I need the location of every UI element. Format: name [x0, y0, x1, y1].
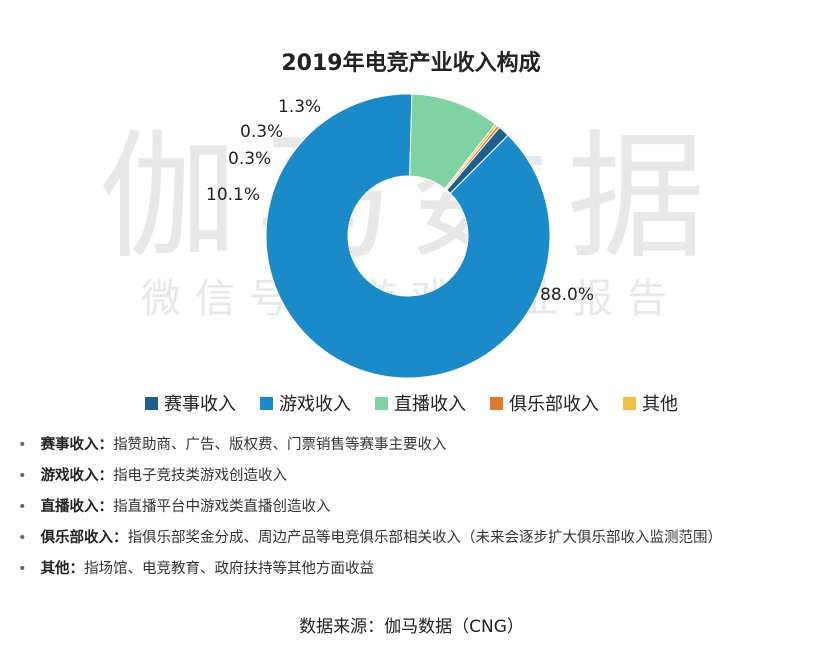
slice-2 — [265, 93, 551, 379]
bullet-icon: • — [18, 468, 27, 484]
legend-label: 直播收入 — [394, 394, 466, 415]
note-term: 游戏收入： — [40, 468, 114, 484]
legend-item-3: 直播收入 — [375, 390, 466, 416]
note-desc: 指直播平台中游戏类直播创造收入 — [113, 499, 331, 515]
legend-swatch — [375, 396, 388, 410]
note-term: 俱乐部收入： — [40, 530, 128, 546]
bullet-icon: • — [18, 530, 27, 546]
bullet-icon: • — [18, 561, 27, 577]
data-label-1: 1.3% — [278, 97, 321, 117]
legend-swatch — [623, 396, 636, 410]
legend-item-2: 游戏收入 — [260, 390, 351, 416]
legend-swatch — [490, 396, 503, 410]
legend-item-5: 其他 — [623, 390, 678, 416]
legend-label: 其他 — [642, 394, 678, 415]
legend-swatch — [260, 396, 273, 410]
note-term: 其他： — [40, 561, 85, 577]
note-item: • 游戏收入：指电子竞技类游戏创造收入 — [18, 463, 818, 494]
note-desc: 指俱乐部奖金分成、周边产品等电竞俱乐部相关收入（未来会逐步扩大俱乐部收入监测范围… — [127, 530, 723, 546]
data-source: 数据来源：伽马数据（CNG） — [299, 617, 524, 637]
donut-chart: 伽马数据 微信号：游戏产业报告 2019年电竞产业收入构成 1.3%88.0%1… — [99, 50, 705, 379]
legend-label: 游戏收入 — [279, 394, 351, 415]
note-desc: 指电子竞技类游戏创造收入 — [113, 468, 288, 484]
data-label-3: 10.1% — [206, 185, 260, 205]
definition-notes: • 赛事收入：指赞助商、广告、版权费、门票销售等赛事主要收入 • 游戏收入：指电子竞技… — [18, 432, 818, 587]
chart-title: 2019年电竞产业收入构成 — [281, 50, 540, 76]
slice-4 — [445, 124, 501, 191]
note-item: • 赛事收入：指赞助商、广告、版权费、门票销售等赛事主要收入 — [18, 432, 818, 463]
legend-swatch — [145, 396, 158, 410]
legend-item-1: 赛事收入 — [145, 390, 236, 416]
legend-item-4: 俱乐部收入 — [490, 390, 599, 416]
data-label-2: 88.0% — [540, 285, 594, 305]
chart-legend: 赛事收入 游戏收入 直播收入 俱乐部收入 其他 — [0, 390, 823, 416]
donut-slices — [265, 93, 551, 379]
bullet-icon: • — [18, 437, 27, 453]
note-desc: 指赞助商、广告、版权费、门票销售等赛事主要收入 — [113, 437, 447, 453]
bullet-icon: • — [18, 499, 27, 515]
data-labels: 1.3% 88.0% 10.1% 0.3% 0.3% — [206, 97, 594, 305]
note-item: • 直播收入：指直播平台中游戏类直播创造收入 — [18, 494, 818, 525]
note-term: 赛事收入： — [40, 437, 114, 453]
note-term: 直播收入： — [40, 499, 114, 515]
data-label-4: 0.3% — [240, 122, 283, 142]
legend-label: 俱乐部收入 — [509, 394, 599, 415]
legend-label: 赛事收入 — [164, 394, 236, 415]
note-item: • 其他：指场馆、电竞教育、政府扶持等其他方面收益 — [18, 556, 818, 587]
note-item: • 俱乐部收入：指俱乐部奖金分成、周边产品等电竞俱乐部相关收入（未来会逐步扩大俱乐… — [18, 525, 818, 556]
note-desc: 指场馆、电竞教育、政府扶持等其他方面收益 — [84, 561, 375, 577]
data-label-5: 0.3% — [228, 149, 271, 169]
